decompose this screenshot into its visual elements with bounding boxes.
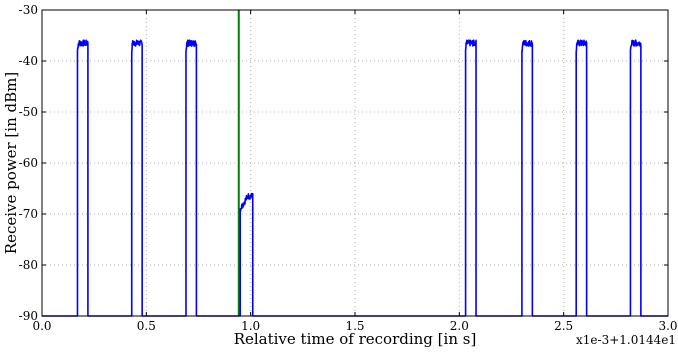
tick-labels: 0.0 0.5 1.0 1.5 2.0 2.5 3.0 -90 -80 -70 -60 -50 -40 -… — [19, 3, 678, 333]
x-axis-label: Relative time of recording [in s] — [234, 330, 477, 348]
y-tick-label: -60 — [19, 156, 38, 170]
grid — [42, 10, 668, 316]
x-offset-label: x1e-3+1.0144e1 — [576, 333, 676, 347]
x-tick-label: 2.0 — [450, 319, 469, 333]
x-tick-label: 0.0 — [32, 319, 51, 333]
y-axis-label: Receive power [in dBm] — [2, 72, 20, 254]
y-tick-label: -80 — [19, 258, 38, 272]
ticks — [41, 9, 669, 317]
x-tick-label: 1.5 — [345, 319, 364, 333]
x-tick-label: 3.0 — [658, 319, 677, 333]
x-tick-label: 1.0 — [241, 319, 260, 333]
x-tick-label: 2.5 — [554, 319, 573, 333]
y-tick-label: -90 — [19, 309, 38, 323]
y-tick-label: -70 — [19, 207, 38, 221]
y-tick-label: -30 — [19, 3, 38, 17]
x-tick-label: 0.5 — [137, 319, 156, 333]
y-tick-label: -40 — [19, 54, 38, 68]
y-tick-label: -50 — [19, 105, 38, 119]
